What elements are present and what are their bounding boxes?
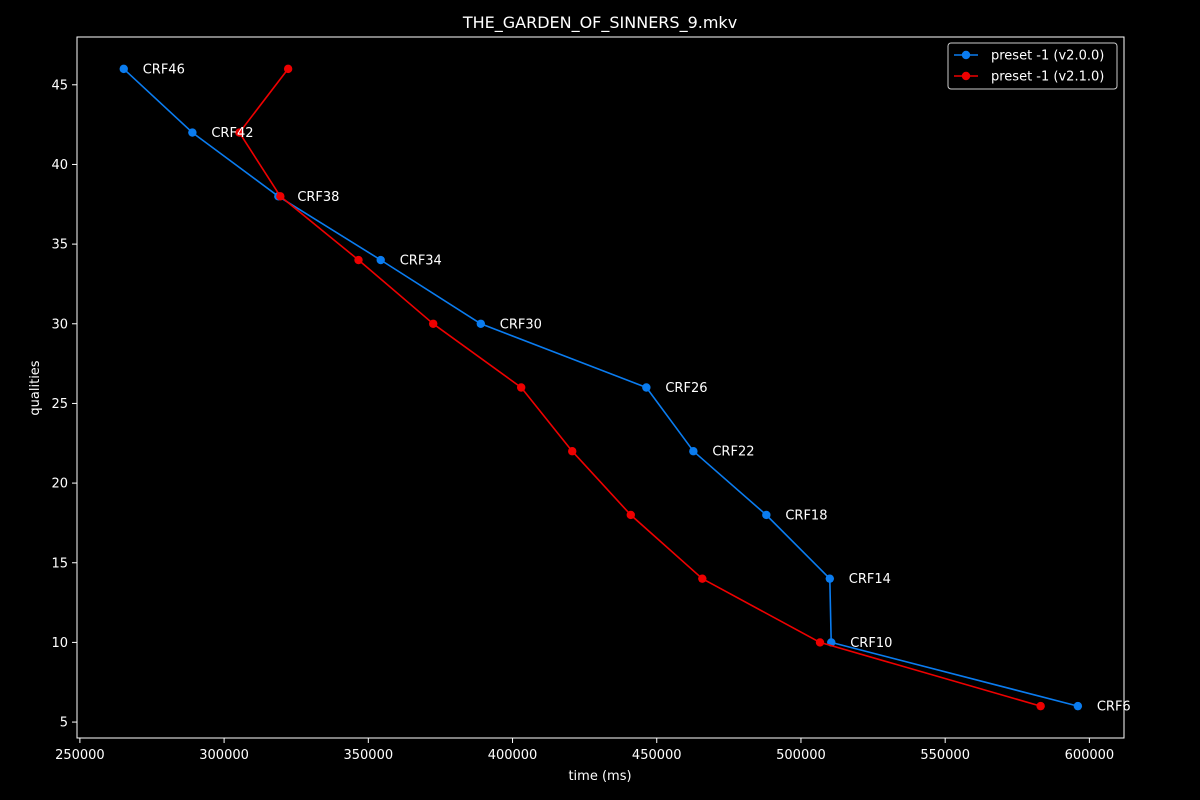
point-annotation: CRF38: [297, 190, 339, 205]
x-axis-label: time (ms): [568, 769, 631, 784]
y-tick-label: 20: [51, 477, 68, 492]
x-tick-label: 550000: [920, 748, 970, 763]
point-annotation: CRF46: [143, 62, 185, 77]
point-annotation: CRF22: [712, 445, 754, 460]
series-2-point: [276, 192, 285, 201]
plot-area: 250000 300000 350000 400000 450000 500000 5500…: [51, 36, 1131, 763]
series-2-point: [1036, 701, 1045, 711]
point-annotation: CRF34: [400, 254, 442, 269]
y-tick-label: 15: [51, 556, 68, 571]
series-2-point: [815, 638, 825, 647]
y-tick-label: 25: [51, 397, 68, 412]
point-annotation: CRF18: [785, 508, 827, 523]
series-2-point: [626, 510, 635, 520]
y-axis-label: qualities: [28, 360, 43, 415]
y-tick-label: 35: [51, 238, 68, 253]
point-annotation: CRF10: [850, 636, 892, 651]
series-2-point: [354, 255, 363, 265]
point-annotation: CRF42: [211, 126, 253, 141]
series-1-point: [642, 383, 651, 392]
point-annotation: CRF26: [665, 381, 707, 396]
y-tick-label: 30: [51, 317, 68, 332]
series-2-point: [568, 447, 577, 456]
series-1-point: [476, 319, 486, 328]
point-annotation: CRF30: [500, 317, 542, 332]
series-1-point: [762, 510, 771, 520]
series-2-point: [429, 319, 438, 328]
x-tick-label: 250000: [55, 748, 105, 763]
x-tick-label: 300000: [199, 748, 249, 763]
plot-frame: [76, 36, 1125, 739]
legend-label: preset -1 (v2.1.0): [991, 70, 1104, 85]
series-2-point: [235, 128, 244, 137]
y-tick-label: 45: [51, 78, 68, 93]
chart-title: THE_GARDEN_OF_SINNERS_9.mkv: [462, 13, 737, 33]
legend-box: [947, 42, 1118, 90]
point-annotation: CRF14: [849, 572, 891, 587]
x-tick-label: 600000: [1065, 748, 1115, 763]
x-tick-label: 500000: [776, 748, 826, 763]
series-2-point: [698, 574, 707, 583]
x-tick-label: 350000: [343, 748, 393, 763]
y-tick-label: 10: [51, 636, 68, 651]
y-tick-label: 40: [51, 158, 68, 173]
series-1-point: [1073, 701, 1083, 711]
series-2-point: [516, 383, 526, 392]
x-tick-label: 400000: [488, 748, 538, 763]
point-annotation: CRF6: [1097, 700, 1131, 715]
series-1-point: [825, 574, 835, 583]
series-1-point: [188, 128, 197, 137]
y-tick-label: 5: [60, 716, 68, 731]
series-1-point: [119, 64, 128, 74]
legend-marker: [961, 71, 971, 81]
legend-label: preset -1 (v2.0.0): [991, 49, 1104, 64]
series-2-point: [283, 64, 293, 74]
legend: preset -1 (v2.0.0) preset -1 (v2.1.0): [947, 42, 1118, 90]
series-1-point: [376, 255, 385, 265]
x-tick-label: 450000: [632, 748, 682, 763]
series-1-point: [689, 447, 698, 456]
legend-marker: [961, 50, 971, 60]
